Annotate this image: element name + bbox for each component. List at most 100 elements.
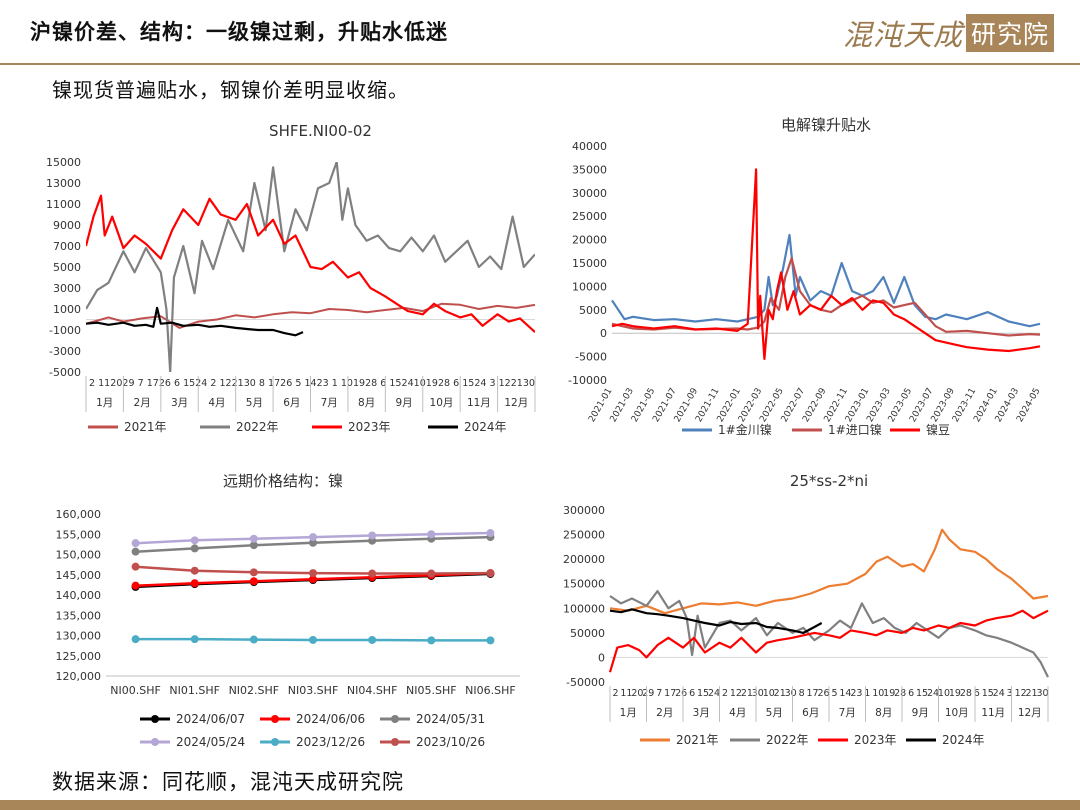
x-month-label: 12月 bbox=[504, 397, 528, 409]
y-tick-label: 35000 bbox=[572, 163, 607, 176]
x-day-tick: 12 bbox=[499, 378, 511, 389]
x-month-label: 7月 bbox=[839, 707, 856, 719]
y-tick-label: 11000 bbox=[46, 198, 81, 211]
x-day-tick: 7 bbox=[656, 688, 662, 699]
data-point bbox=[131, 539, 140, 548]
series-line-1#金川镍 bbox=[611, 233, 1041, 328]
x-day-tick: 10 bbox=[872, 688, 884, 699]
data-point bbox=[309, 569, 317, 578]
x-day-tick: 6 bbox=[453, 378, 459, 389]
y-tick-label: 200000 bbox=[563, 553, 605, 566]
series-line-镍豆 bbox=[611, 168, 1041, 360]
x-day-tick: 19 bbox=[353, 378, 365, 389]
chart-shfe-ni-spread: SHFE.NI00-021500013000110009000700050003… bbox=[46, 122, 536, 434]
x-day-tick: 28 bbox=[894, 688, 906, 699]
x-month-label: 8月 bbox=[358, 397, 375, 409]
x-category-label: NI03.SHF bbox=[288, 684, 339, 697]
x-day-tick: 6 bbox=[174, 378, 180, 389]
x-day-tick: 26 bbox=[675, 688, 687, 699]
legend-item: 2024/06/07 bbox=[140, 712, 245, 726]
x-month-label: 11月 bbox=[467, 397, 491, 409]
x-day-tick: 30 bbox=[1036, 688, 1048, 699]
y-tick-label: 160,000 bbox=[56, 508, 102, 521]
y-tick-label: 150,000 bbox=[56, 549, 102, 562]
legend-marker bbox=[151, 715, 159, 723]
y-tick-label: -10000 bbox=[568, 374, 607, 387]
x-day-tick: 30 bbox=[785, 688, 797, 699]
legend-label: 2024/05/31 bbox=[416, 712, 485, 726]
x-category-label: NI00.SHF bbox=[110, 684, 161, 697]
x-day-tick: 21 bbox=[741, 688, 753, 699]
y-tick-label: 40000 bbox=[572, 140, 607, 153]
x-day-tick: 11 bbox=[620, 688, 632, 699]
header-divider bbox=[0, 63, 1080, 65]
y-tick-label: 120,000 bbox=[56, 670, 102, 683]
data-point bbox=[249, 568, 258, 577]
x-day-tick: 30 bbox=[244, 378, 256, 389]
legend-item: 2022年 bbox=[200, 420, 279, 434]
data-point bbox=[427, 530, 436, 539]
x-day-tick: 2 bbox=[612, 688, 618, 699]
legend-marker bbox=[271, 715, 279, 723]
legend-item: 2023/10/26 bbox=[380, 735, 485, 749]
series-line-2022年 bbox=[86, 162, 535, 372]
y-tick-label: 125,000 bbox=[56, 650, 102, 663]
x-day-tick: 21 bbox=[232, 378, 244, 389]
chart-title: 电解镍升贴水 bbox=[781, 116, 871, 134]
data-point bbox=[427, 636, 436, 645]
y-tick-label: -5000 bbox=[575, 351, 607, 364]
legend-item: 2023年 bbox=[312, 420, 391, 434]
legend-item: 2023年 bbox=[818, 733, 897, 747]
x-day-tick: 24 bbox=[708, 688, 720, 699]
x-month-label: 9月 bbox=[395, 397, 412, 409]
x-day-tick: 12 bbox=[730, 688, 742, 699]
x-day-tick: 21 bbox=[1026, 688, 1038, 699]
data-point bbox=[368, 531, 377, 540]
x-day-tick: 28 bbox=[438, 378, 450, 389]
x-day-tick: 19 bbox=[426, 378, 438, 389]
x-day-tick: 1 bbox=[332, 378, 338, 389]
x-day-tick: 15 bbox=[697, 688, 709, 699]
legend-label: 1#进口镍 bbox=[828, 423, 882, 437]
x-category-label: NI01.SHF bbox=[169, 684, 220, 697]
x-day-tick: 15 bbox=[183, 378, 195, 389]
x-day-tick: 8 bbox=[799, 688, 805, 699]
legend-item: 1#金川镍 bbox=[682, 422, 772, 437]
x-month-label: 5月 bbox=[246, 397, 263, 409]
legend-item: 2024年 bbox=[428, 420, 507, 434]
x-day-tick: 24 bbox=[195, 378, 207, 389]
x-month-label: 10月 bbox=[945, 707, 969, 719]
logo: 混沌天成 研究院 bbox=[843, 14, 1054, 52]
page-title: 沪镍价差、结构：一级镍过剩，升贴水低迷 bbox=[30, 20, 448, 44]
data-point bbox=[309, 635, 317, 644]
logo-box-text: 研究院 bbox=[965, 14, 1054, 52]
legend-label: 2022年 bbox=[766, 733, 809, 747]
logo-main-text: 混沌天成 bbox=[842, 18, 963, 52]
y-tick-label: 25000 bbox=[572, 210, 607, 223]
y-tick-label: 10000 bbox=[572, 280, 607, 293]
x-day-tick: 21 bbox=[511, 378, 523, 389]
y-tick-label: 50000 bbox=[570, 627, 605, 640]
y-tick-label: 145,000 bbox=[56, 569, 102, 582]
legend-item: 2024/06/06 bbox=[260, 712, 365, 726]
data-point bbox=[131, 562, 140, 571]
x-day-tick: 14 bbox=[839, 688, 851, 699]
x-day-tick: 12 bbox=[1015, 688, 1027, 699]
legend-item: 2021年 bbox=[88, 420, 167, 434]
x-day-tick: 6 bbox=[380, 378, 386, 389]
x-month-label: 5月 bbox=[766, 707, 783, 719]
y-tick-label: 13000 bbox=[46, 177, 81, 190]
legend-label: 1#金川镍 bbox=[718, 422, 772, 437]
x-day-tick: 20 bbox=[110, 378, 122, 389]
chart-title: 远期价格结构：镍 bbox=[223, 472, 343, 490]
x-day-tick: 3 bbox=[490, 378, 496, 389]
x-day-tick: 19 bbox=[949, 688, 961, 699]
x-day-tick: 28 bbox=[365, 378, 377, 389]
y-tick-label: 1000 bbox=[53, 303, 81, 316]
y-tick-label: 250000 bbox=[563, 529, 605, 542]
data-point bbox=[368, 569, 377, 578]
legend-label: 2024/05/24 bbox=[176, 735, 245, 749]
series-line-2022年 bbox=[609, 590, 1049, 678]
x-day-tick: 21 bbox=[774, 688, 786, 699]
x-month-label: 6月 bbox=[283, 397, 300, 409]
